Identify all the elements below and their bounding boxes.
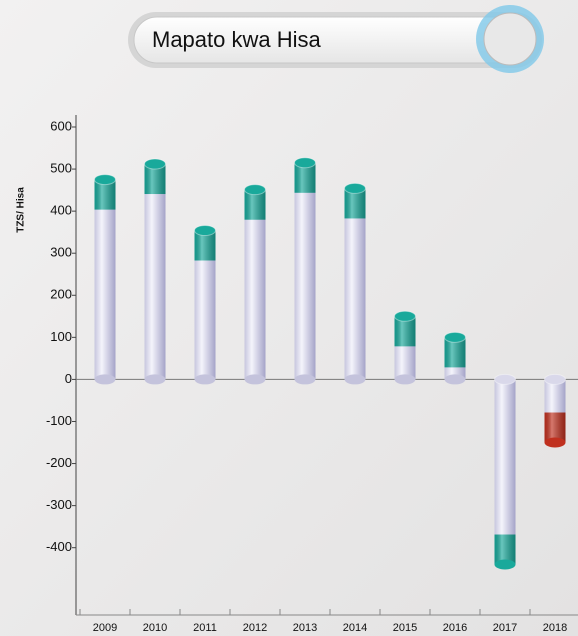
bar (244, 189, 266, 380)
bar-cap-shade (94, 179, 116, 210)
x-tick-label: 2009 (93, 622, 117, 634)
y-tick-label: 100 (50, 329, 72, 344)
bar-cap-shade (444, 337, 466, 368)
bar-cap-shade (194, 230, 216, 261)
bar-cap-shade (144, 164, 166, 195)
y-axis-label: TZS/ Hisa (16, 187, 27, 233)
bar-cap-shade (294, 162, 316, 193)
bar-top (344, 182, 366, 194)
x-tick-label: 2015 (393, 622, 417, 634)
bar-bottom (394, 374, 416, 385)
bar-cap-shade (344, 188, 366, 219)
bar-bottom (544, 437, 566, 448)
bar-bottom (444, 374, 466, 385)
x-tick-label: 2011 (193, 622, 217, 634)
bar-bottom (294, 374, 316, 385)
y-tick-label: 500 (50, 161, 72, 176)
bar-top (94, 174, 116, 186)
y-tick-label: 600 (50, 118, 72, 133)
bar-cap-shade (544, 412, 566, 443)
y-tick-label: -200 (46, 455, 72, 470)
bar-bottom (344, 374, 366, 385)
y-tick-label: -100 (46, 413, 72, 428)
bar-top (294, 157, 316, 169)
x-tick-label: 2017 (493, 622, 517, 634)
bar-top (194, 224, 216, 236)
y-tick-label: -300 (46, 497, 72, 512)
bar-bottom (94, 374, 116, 385)
bar (94, 179, 116, 380)
bar (294, 162, 316, 380)
bar-cap-shade (394, 316, 416, 347)
bar-bottom (494, 559, 516, 570)
bar (344, 188, 366, 380)
bar-bottom (244, 374, 266, 385)
bar-top (494, 373, 516, 385)
logo (483, 12, 537, 66)
y-tick-label: 300 (50, 245, 72, 260)
bar-bottom (144, 374, 166, 385)
bar-top (394, 310, 416, 322)
bar-top (544, 373, 566, 385)
bar-top (144, 158, 166, 170)
bar-cap-shade (494, 534, 516, 565)
y-tick-label: 200 (50, 287, 72, 302)
x-tick-label: 2018 (543, 622, 567, 634)
y-tick-label: -400 (46, 539, 72, 554)
x-tick-label: 2014 (343, 622, 367, 634)
y-tick-label: 0 (65, 371, 72, 386)
bar-cap-shade (244, 189, 266, 220)
bar (144, 164, 166, 380)
x-tick-label: 2016 (443, 622, 467, 634)
bar-top (244, 184, 266, 196)
y-tick-label: 400 (50, 203, 72, 218)
x-tick-label: 2012 (243, 622, 267, 634)
bar (494, 379, 516, 565)
bar-bottom (194, 374, 216, 385)
x-tick-label: 2010 (143, 622, 167, 634)
bar (194, 230, 216, 380)
x-tick-label: 2013 (293, 622, 317, 634)
bar-top (444, 331, 466, 343)
chart-title: Mapato kwa Hisa (152, 27, 322, 52)
